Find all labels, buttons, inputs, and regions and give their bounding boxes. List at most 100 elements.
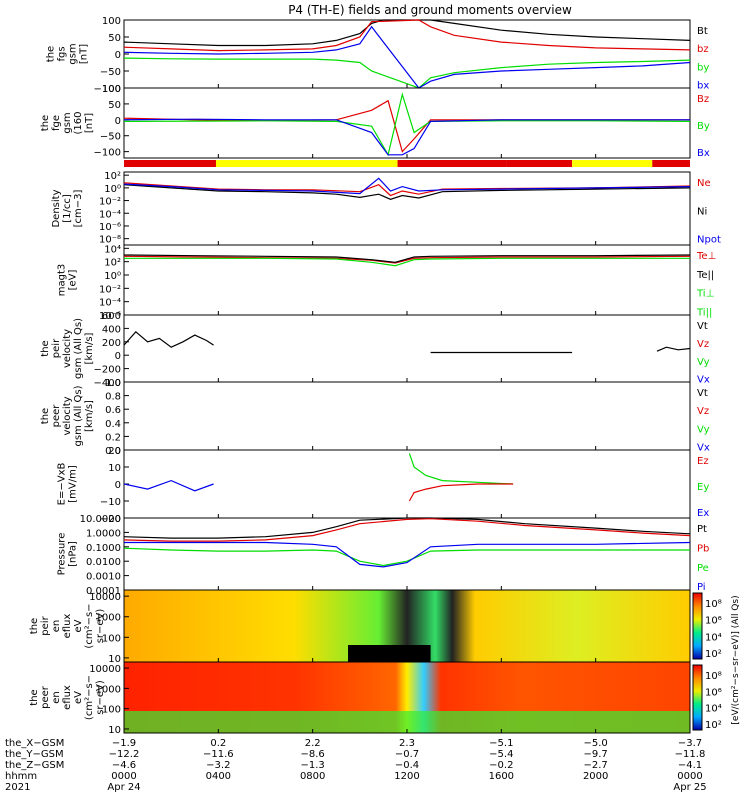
- y-tick-label: 600: [102, 311, 121, 322]
- panel-peir_vel: thepeirvelocitygsm (All Qs)[km/s] 600 400 2…: [40, 311, 710, 389]
- y-axis-label-line: gsm (All Qs): [73, 318, 84, 379]
- axis-row-label: 2021: [5, 782, 30, 793]
- y-axis-label: Density[1/cc][cm−3]: [51, 189, 84, 227]
- y-tick-label: −10: [100, 497, 121, 508]
- y-axis-label-line: peer: [51, 404, 62, 428]
- series-line-Vt: [656, 346, 691, 352]
- y-axis-label-line: the: [40, 115, 51, 131]
- y-tick-label: 0.6: [105, 405, 121, 416]
- panel-frame: [123, 314, 691, 383]
- y-axis-label: thepeirvelocitygsm (All Qs)[km/s]: [40, 318, 95, 379]
- series-line-Ni: [123, 184, 691, 200]
- series-line-Ex: [123, 479, 214, 492]
- y-axis-label-line: eV: [73, 619, 84, 632]
- y-axis-label-line: [nPa]: [68, 541, 79, 567]
- y-tick-label: 10⁴: [104, 244, 121, 255]
- axis-value: Apr 24: [107, 782, 140, 793]
- y-tick-label: 0.0001: [86, 586, 121, 597]
- colorbar-tick-label: 10⁴: [705, 632, 722, 643]
- mode-bar-segment: [652, 160, 690, 167]
- axis-value: −9.7: [584, 749, 608, 760]
- y-axis-label-line: gsm: [62, 112, 73, 133]
- y-tick-label: 400: [102, 324, 121, 335]
- axis-value: 1600: [489, 771, 514, 782]
- colorbar: [692, 592, 703, 660]
- y-axis-label: thepeervelocitygsm (All Qs)[km/s]: [40, 385, 95, 446]
- y-tick-label: 100: [102, 84, 121, 95]
- y-tick-label: 100: [102, 633, 121, 644]
- legend-entry: Ne: [697, 178, 711, 189]
- axis-value: −5.1: [489, 738, 513, 749]
- y-tick-label: 0.0: [105, 446, 121, 457]
- axis-value: 0000: [677, 771, 702, 782]
- y-tick-label: 10: [108, 725, 121, 736]
- mode-bar: [124, 160, 690, 167]
- y-axis-label-line: eV: [73, 691, 84, 704]
- y-tick-label: 0.2: [105, 432, 121, 443]
- y-tick-label: −200: [94, 365, 121, 376]
- legend-entry: Ex: [697, 508, 709, 519]
- y-tick-label: 10: [108, 654, 121, 665]
- y-axis-label-line: the: [29, 618, 40, 634]
- axis-value: 1200: [394, 771, 419, 782]
- y-axis-label-line: fgs: [57, 46, 68, 61]
- colorbar: [692, 664, 703, 731]
- y-axis-label: thepeirenefluxeV(cm²−s−sr−eV): [29, 603, 106, 648]
- panel-temp: magt3[eV] 10⁴ 10² 10⁰ 10⁻² 10⁻⁴ 10⁻⁶ Te⊥ Te|| Ti⊥…: [57, 244, 717, 322]
- legend-entry: Vz: [697, 339, 709, 350]
- axis-row-label: the_X−GSM: [5, 738, 64, 749]
- panel-frame: [123, 171, 691, 246]
- y-tick-label: 0.1000: [86, 543, 121, 554]
- panel-efield: E=−VxB[mV/m] 20 10 0 −10 −20 Ez Ey Ex: [57, 446, 710, 525]
- y-axis-label-line: [cm−3]: [73, 190, 84, 228]
- colorbar-tick-label: 10⁶: [705, 616, 722, 627]
- y-axis-label-line: the: [40, 340, 51, 356]
- axis-value: −4.1: [678, 760, 702, 771]
- legend-entry: Vy: [697, 357, 710, 368]
- y-tick-label: 200: [102, 338, 121, 349]
- y-tick-label: 10⁰: [104, 184, 121, 195]
- legend-entry: Ti||: [696, 307, 712, 318]
- y-axis-label-line: eflux: [62, 685, 73, 710]
- legend-entry: Vy: [697, 424, 710, 435]
- panel-peer_vel: thepeervelocitygsm (All Qs)[km/s] 1.0 0.8 0…: [40, 378, 710, 457]
- y-tick-label: 10.0000: [80, 514, 121, 525]
- y-tick-label: 0.0100: [86, 557, 121, 568]
- axis-value: −0.4: [395, 760, 419, 771]
- colorbar-tick-label: 10⁸: [705, 599, 722, 610]
- colorbar-label: [eV/(cm²−s−sr−eV)] (All Qs): [731, 595, 741, 724]
- legend-entry: Vx: [697, 375, 710, 386]
- y-axis-label-line: peir: [40, 615, 51, 635]
- axis-value: −11.8: [675, 749, 706, 760]
- axis-value: −8.6: [301, 749, 325, 760]
- y-tick-label: 10²: [104, 171, 121, 182]
- y-axis-label-line: eflux: [62, 614, 73, 639]
- legend-entry: Vt: [697, 388, 708, 399]
- axis-value: 0400: [206, 771, 231, 782]
- y-axis-label: thepeerenefluxeV(cm²−s−sr−eV): [29, 675, 106, 720]
- y-tick-label: 10⁻²: [99, 197, 121, 208]
- y-axis-label: E=−VxB[mV/m]: [57, 463, 79, 506]
- series-line-Pb: [123, 518, 691, 542]
- axis-value: −2.7: [584, 760, 608, 771]
- y-tick-label: 10²: [104, 258, 121, 269]
- y-axis-label-line: the: [40, 408, 51, 424]
- y-tick-label: −100: [94, 148, 121, 159]
- panel-frame: [123, 87, 691, 159]
- axis-value: −0.2: [489, 760, 513, 771]
- y-tick-label: 20: [108, 446, 121, 457]
- series-line-Ne: [123, 182, 691, 197]
- y-axis-label-line: the: [46, 46, 57, 62]
- y-axis-label-line: [km/s]: [84, 400, 95, 432]
- y-tick-label: 10000: [89, 592, 121, 603]
- y-tick-label: 1.0: [105, 378, 121, 389]
- y-tick-label: −50: [100, 67, 121, 78]
- legend-entry: Bz: [697, 94, 709, 105]
- y-tick-label: 0.8: [105, 392, 121, 403]
- y-axis-label-line: E=−VxB: [57, 463, 68, 506]
- legend-entry: Vx: [697, 443, 710, 454]
- series-line-Ey: [408, 453, 514, 485]
- y-tick-label: 0: [115, 116, 121, 127]
- series-line-Bx: [123, 118, 690, 156]
- panel-peir_spec: 10⁸10⁶10⁴10²10000100010010thepeireneflux…: [29, 589, 722, 665]
